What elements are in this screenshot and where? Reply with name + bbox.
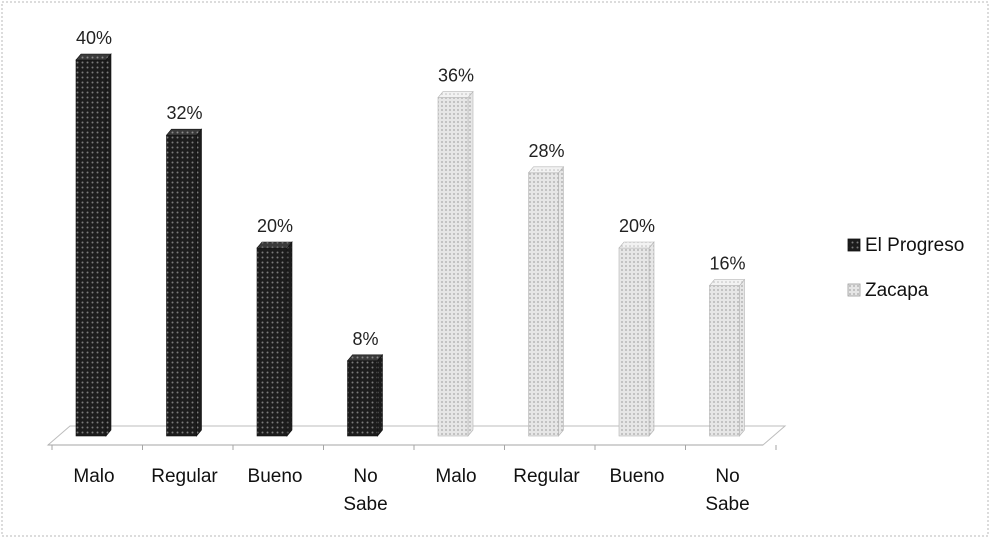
bar	[528, 172, 559, 437]
x-tick-label: No	[353, 466, 377, 487]
data-label: 36%	[438, 66, 474, 86]
data-label: 20%	[619, 216, 655, 236]
bar-side	[105, 53, 112, 437]
bars	[75, 53, 746, 437]
x-tick-label: Regular	[151, 466, 218, 487]
bar-top	[437, 91, 474, 98]
x-tick-label: Sabe	[343, 494, 387, 515]
bar-top	[256, 241, 293, 249]
data-labels: 40% 32% 20% 8% 36% 28% 20% 16%	[76, 28, 746, 349]
bar-side	[196, 128, 202, 437]
x-tick-label: Bueno	[248, 466, 303, 487]
legend: El Progreso Zacapa	[847, 235, 964, 301]
floor-plane	[46, 425, 787, 446]
x-tick-label: Regular	[513, 466, 580, 487]
bar-side	[467, 90, 474, 437]
x-tick-label: Malo	[435, 466, 476, 487]
x-tick-label: No	[715, 466, 739, 487]
legend-swatch	[847, 238, 861, 252]
bar-top	[618, 241, 655, 249]
bar	[75, 59, 107, 437]
bar-side	[739, 278, 745, 437]
data-label: 20%	[257, 216, 293, 236]
data-label: 8%	[352, 329, 378, 349]
legend-label: Zacapa	[865, 280, 929, 301]
bar-top	[165, 128, 203, 136]
bar	[256, 247, 288, 437]
bar	[166, 134, 197, 437]
x-tick-label: Sabe	[705, 494, 749, 515]
data-label: 40%	[76, 28, 112, 48]
chart-floor	[46, 425, 787, 450]
bar-side	[558, 165, 564, 437]
bar-side	[377, 353, 383, 437]
legend-swatch	[847, 283, 861, 297]
bar	[437, 97, 469, 437]
bar	[347, 360, 378, 437]
bar-top	[75, 53, 112, 61]
bar-side	[286, 241, 293, 437]
data-label: 28%	[528, 141, 564, 161]
x-tick-label: Malo	[73, 466, 114, 487]
bar-side	[648, 241, 655, 437]
bar-top	[527, 166, 565, 174]
x-tick-label: Bueno	[610, 466, 665, 487]
bar	[709, 285, 740, 437]
data-label: 16%	[709, 254, 745, 274]
bar-top	[708, 279, 746, 286]
data-label: 32%	[166, 103, 202, 123]
bar	[618, 247, 650, 437]
x-axis-tick-labels: Malo Regular Bueno No Sabe Malo Regular Bueno No…	[73, 466, 749, 515]
bar-top	[346, 354, 384, 362]
legend-label: El Progreso	[865, 235, 964, 256]
